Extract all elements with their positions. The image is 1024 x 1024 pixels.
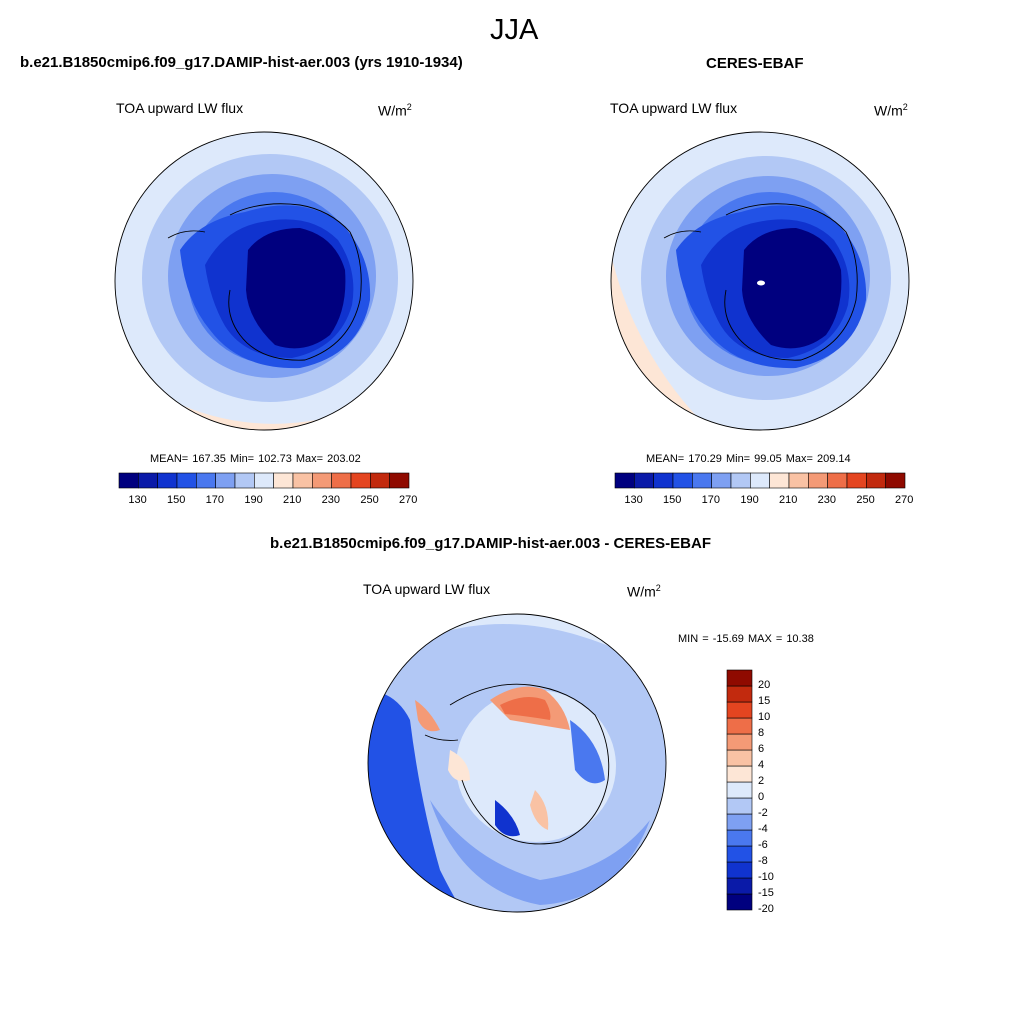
diff-colorbar-cell (726, 893, 753, 911)
obs-colorbar (614, 472, 906, 489)
diff-colorbar-cell (726, 749, 753, 767)
model-colorbar-cell (370, 472, 390, 489)
obs-colorbar-cell (769, 472, 790, 489)
obs-panel-title: CERES-EBAF (706, 55, 804, 72)
diff-colorbar (726, 669, 753, 911)
obs-colorbar-cell (614, 472, 635, 489)
diff-units-label: W/m2 (627, 583, 661, 600)
model-colorbar-cell (234, 472, 255, 489)
model-colorbar-cell (118, 472, 139, 489)
model-stats-label: MEAN= 167.35 Min= 102.73 Max= 203.02 (150, 453, 361, 465)
model-units-label: W/m2 (378, 102, 412, 119)
diff-polar-map (367, 613, 667, 913)
diff-colorbar-cell (726, 701, 753, 719)
diff-panel-title: b.e21.B1850cmip6.f09_g17.DAMIP-hist-aer.… (270, 535, 711, 552)
obs-colorbar-cell (711, 472, 732, 489)
model-colorbar-cell (312, 472, 332, 489)
obs-colorbar-cell (634, 472, 654, 489)
obs-colorbar-cell (788, 472, 809, 489)
model-colorbar-cell (273, 472, 294, 489)
obs-colorbar-cell (885, 472, 906, 489)
diff-colorbar-cell (726, 717, 753, 735)
model-colorbar (118, 472, 410, 489)
model-colorbar-cell (215, 472, 236, 489)
model-polar-map (114, 131, 414, 431)
diff-colorbar-cell (726, 861, 753, 879)
obs-colorbar-cell (827, 472, 848, 489)
model-colorbar-cell (196, 472, 216, 489)
diff-colorbar-cell (726, 781, 753, 799)
model-colorbar-cell (176, 472, 197, 489)
obs-polar-map (610, 131, 910, 431)
diff-colorbar-cell (726, 845, 753, 863)
model-colorbar-cell (254, 472, 274, 489)
obs-units-label: W/m2 (874, 102, 908, 119)
diff-stats-label: MIN = -15.69 MAX = 10.38 (678, 633, 814, 645)
diff-colorbar-cell (726, 669, 753, 687)
diff-colorbar-cell (726, 813, 753, 831)
obs-colorbar-cell (672, 472, 693, 489)
obs-colorbar-cell (866, 472, 886, 489)
diff-variable-label: TOA upward LW flux (363, 581, 491, 597)
obs-colorbar-cell (808, 472, 828, 489)
diff-colorbar-cell (726, 733, 753, 751)
obs-colorbar-cell (692, 472, 712, 489)
diff-colorbar-cell (726, 797, 753, 815)
diff-colorbar-cell (726, 685, 753, 703)
model-panel-title: b.e21.B1850cmip6.f09_g17.DAMIP-hist-aer.… (20, 54, 463, 71)
obs-colorbar-cell (653, 472, 674, 489)
model-colorbar-cell (331, 472, 352, 489)
main-title: JJA (490, 14, 539, 46)
model-colorbar-cell (350, 472, 371, 489)
diff-colorbar-cell (726, 829, 753, 847)
obs-stats-label: MEAN= 170.29 Min= 99.05 Max= 209.14 (646, 453, 851, 465)
model-variable-label: TOA upward LW flux (116, 100, 244, 116)
diff-colorbar-cell (726, 765, 753, 783)
obs-variable-label: TOA upward LW flux (610, 100, 738, 116)
obs-colorbar-cell (730, 472, 751, 489)
model-colorbar-cell (157, 472, 178, 489)
diff-colorbar-cell (726, 877, 753, 895)
model-colorbar-cell (138, 472, 158, 489)
obs-colorbar-cell (846, 472, 867, 489)
obs-colorbar-cell (750, 472, 770, 489)
model-colorbar-cell (292, 472, 313, 489)
model-colorbar-cell (389, 472, 410, 489)
